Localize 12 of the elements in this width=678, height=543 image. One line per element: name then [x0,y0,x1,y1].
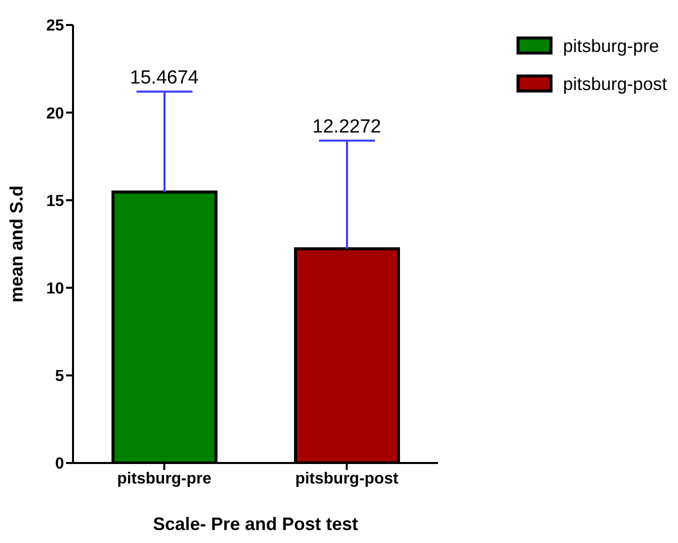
legend-label: pitsburg-pre [563,36,660,56]
legend-label: pitsburg-post [563,74,668,94]
y-tick-label: 15 [46,192,64,210]
y-tick-label: 20 [46,105,64,122]
y-tick-label: 5 [55,368,64,386]
y-tick-label: 10 [46,280,64,298]
y-tick-label: 25 [46,18,64,35]
annotation: 15.4674 [130,68,200,89]
x-axis-title: Scale- Pre and Post test [152,514,358,534]
annotation: 12.2272 [312,116,382,138]
y-axis-title: mean and S.d [6,185,26,303]
y-tick-label: 0 [55,456,64,473]
